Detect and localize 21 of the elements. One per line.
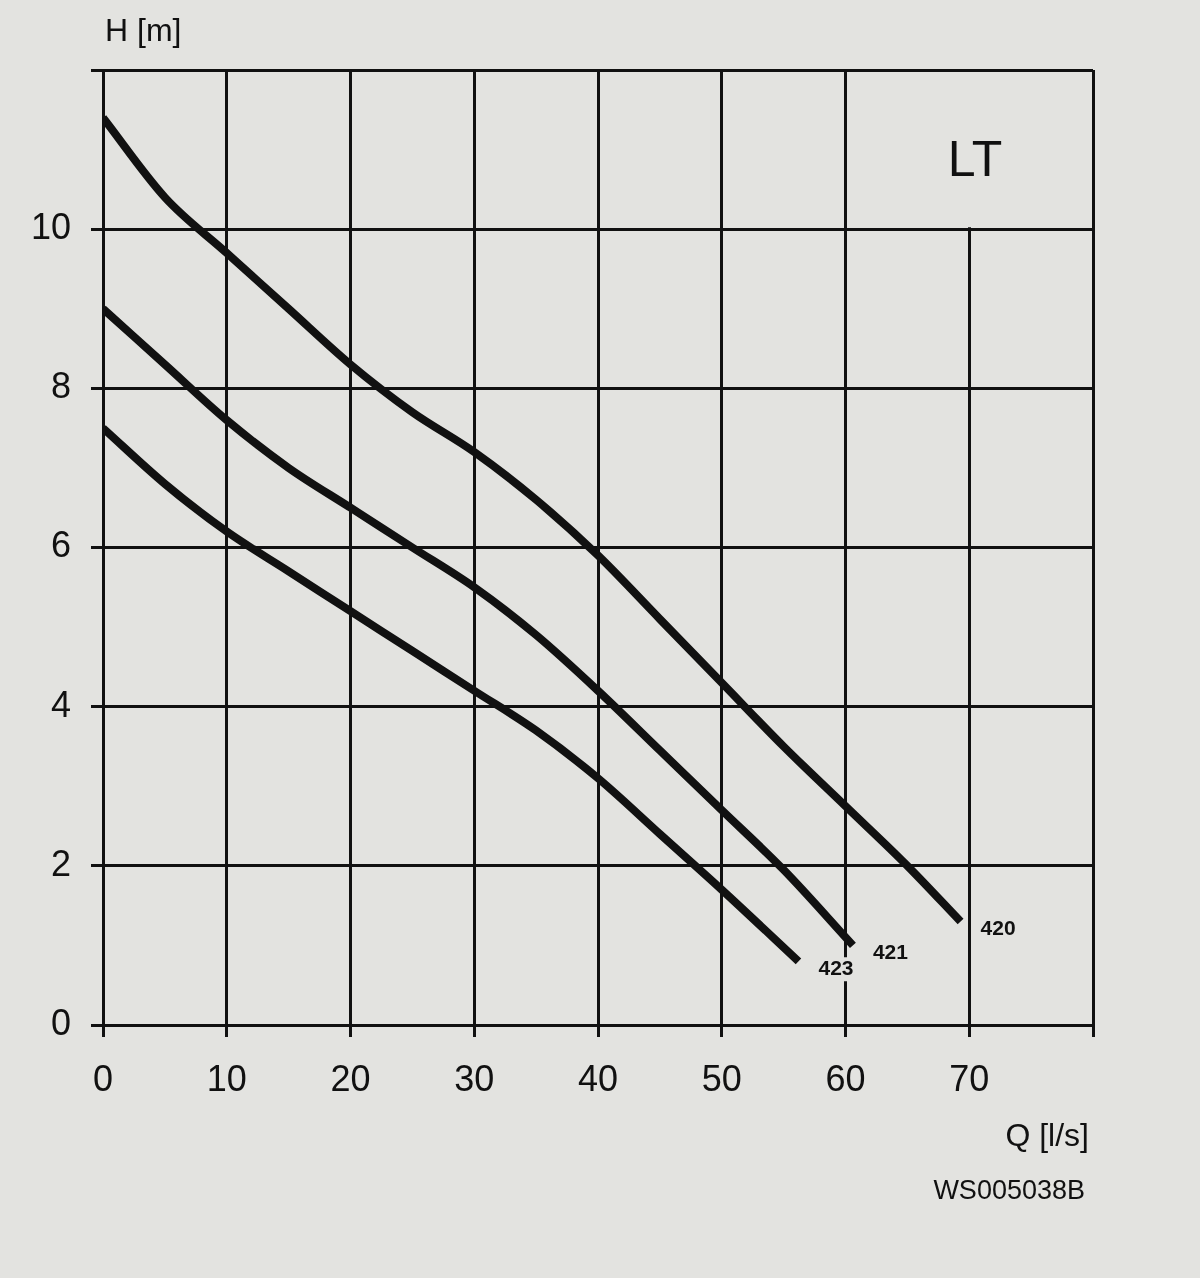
y-axis-title: H [m] bbox=[105, 11, 182, 48]
annotation: LT bbox=[947, 130, 1003, 187]
x-tick-label: 50 bbox=[701, 1057, 742, 1099]
x-tick-label: 20 bbox=[330, 1057, 371, 1099]
y-tick-label: 0 bbox=[50, 1001, 71, 1043]
x-tick-label: 40 bbox=[577, 1057, 619, 1099]
y-tick-label: 2 bbox=[50, 842, 71, 884]
series-label: 423 bbox=[818, 956, 854, 980]
series-label: 420 bbox=[980, 916, 1016, 940]
series-label: 421 bbox=[872, 940, 909, 964]
x-tick-label: 60 bbox=[825, 1057, 866, 1099]
x-tick-label: 0 bbox=[92, 1057, 114, 1099]
x-tick-label: 30 bbox=[454, 1057, 495, 1099]
y-tick-label: 4 bbox=[50, 683, 71, 725]
y-tick-label: 6 bbox=[50, 524, 71, 566]
text: WS005038B bbox=[933, 1175, 1085, 1206]
y-tick-label: 10 bbox=[30, 206, 71, 248]
x-axis-title: Q [l/s] bbox=[1005, 1116, 1089, 1153]
x-tick-label: 10 bbox=[206, 1057, 247, 1099]
y-tick-label: 8 bbox=[50, 365, 71, 407]
x-tick-label: 70 bbox=[949, 1057, 990, 1099]
